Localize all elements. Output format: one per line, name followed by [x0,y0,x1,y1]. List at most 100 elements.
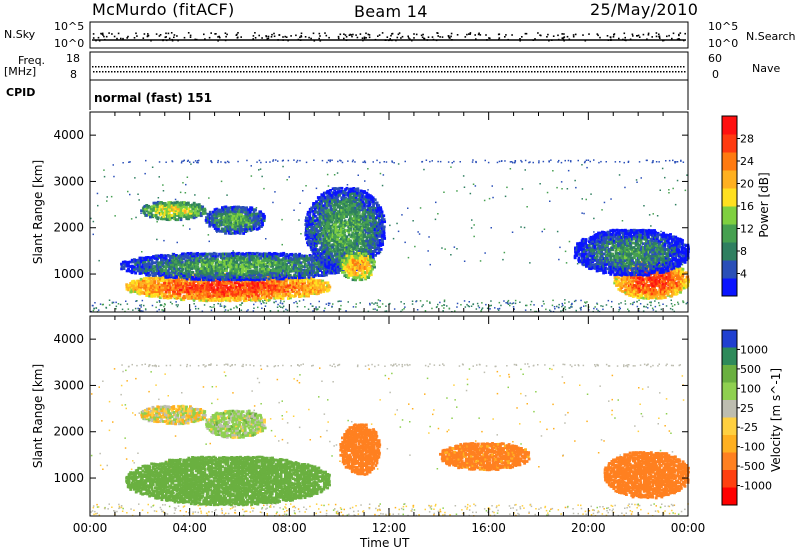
background-cell [581,164,583,166]
ground-scatter-cell [235,306,238,308]
echo-cell [152,269,156,273]
ground-scatter-cell [223,305,226,307]
sporadic-cell [538,160,540,162]
sporadic-cell [187,159,189,162]
sporadic-cell [329,160,331,163]
echo-cell [303,276,307,279]
echo-cell [338,267,342,271]
echo-cell [126,264,130,268]
echo-cell [130,271,134,275]
echo-cell [180,265,184,269]
echo-cell [154,211,158,214]
echo-cell [321,279,325,283]
echo-cell [322,269,326,273]
echo-cell [178,281,182,285]
echo-cell [320,193,324,197]
echo-cell [247,221,251,225]
echo-cell [315,265,319,269]
echo-cell [232,276,236,280]
echo-cell [172,205,176,209]
ground-scatter-cell [639,303,642,305]
freq-point [560,66,562,68]
echo-cell [212,292,216,296]
echo-cell [334,212,338,215]
echo-cell [200,267,203,270]
echo-cell [325,196,329,199]
freq-point [185,66,187,68]
echo-cell [283,284,287,288]
echo-cell [160,201,163,204]
echo-cell [338,186,342,190]
echo-cell [310,277,313,280]
echo-cell [129,269,133,273]
background-cell [472,183,475,185]
echo-cell [153,261,157,265]
background-cell [194,194,196,196]
echo-cell [161,202,165,205]
echo-cell [324,264,328,268]
echo-cell [241,271,244,275]
echo-cell [243,221,247,225]
echo-cell [203,211,207,215]
echo-cell [156,267,160,271]
ground-scatter-cell [135,300,137,302]
background-cell [549,200,551,202]
echo-cell [336,256,340,260]
echo-cell [176,202,180,206]
nave-point [639,71,641,73]
background-cell [106,196,108,198]
ground-scatter-cell [161,304,163,306]
freq-point [596,66,598,68]
echo-cell [278,295,282,298]
nsky-point [441,36,444,38]
nave-point [126,71,128,73]
background-cell [643,205,645,207]
sporadic-cell [189,161,191,163]
echo-cell [308,210,312,214]
nsky-point [295,34,297,37]
echo-cell [243,291,246,295]
ground-scatter-cell [379,300,381,302]
freq-point [461,66,463,68]
freq-point [446,66,448,68]
sporadic-cell [585,159,588,161]
echo-cell [331,193,334,197]
freq-point [422,66,424,68]
echo-cell [152,277,155,280]
echo-cell [270,279,274,283]
ground-scatter-cell [542,300,545,303]
sporadic-cell [453,160,455,163]
echo-cell [318,233,322,236]
echo-cell [246,262,250,266]
echo-cell [280,258,284,262]
echo-cell [186,252,190,255]
echo-cell [269,259,273,262]
echo-cell [292,256,296,260]
freq-point [509,66,511,68]
echo-cell [172,292,176,295]
ground-scatter-cell [309,303,312,305]
echo-cell [336,250,340,253]
echo-cell [218,267,222,271]
echo-cell [268,256,271,260]
background-cell [556,186,558,189]
echo-cell [319,290,323,294]
echo-cell [338,256,342,260]
background-cell [471,219,473,221]
echo-cell [308,273,312,277]
echo-cell [301,271,305,275]
background-cell [427,250,429,252]
echo-cell [327,229,331,233]
nsky-point [636,35,638,37]
echo-cell [237,256,241,259]
sporadic-cell [652,160,654,162]
echo-cell [257,216,261,220]
nave-point [471,71,473,73]
echo-cell [123,260,127,264]
echo-cell [189,279,193,283]
ground-scatter-cell [562,309,564,311]
echo-cell [327,226,331,230]
echo-cell [122,262,126,266]
nave-point [261,71,263,73]
echo-cell [325,209,329,213]
